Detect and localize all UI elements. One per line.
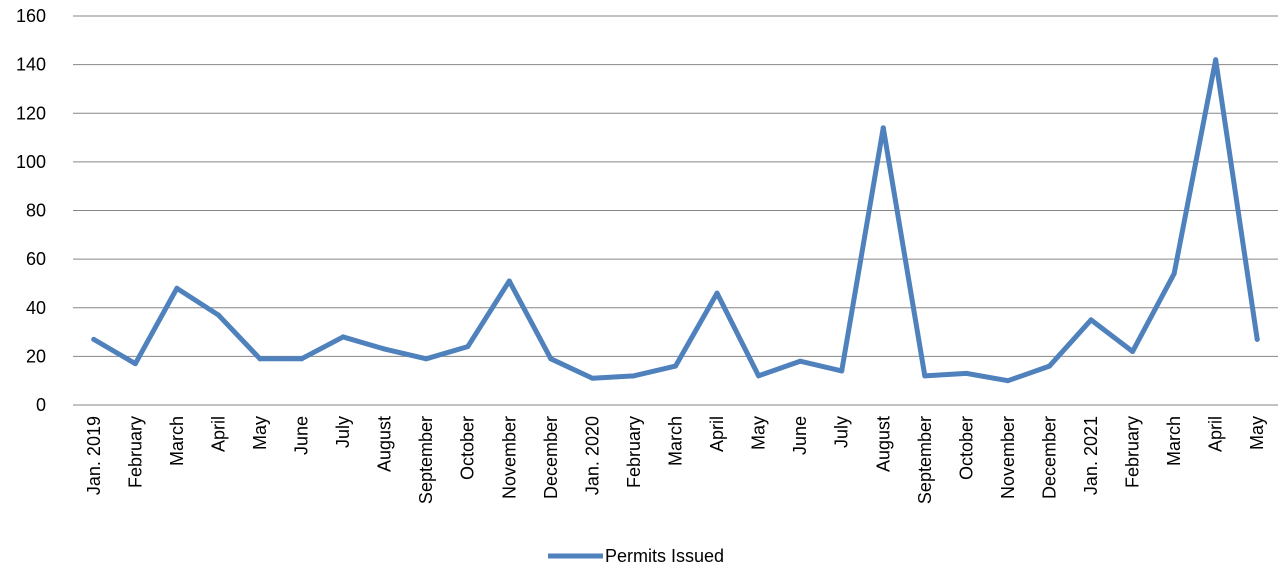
data-point	[1254, 336, 1260, 342]
data-point	[756, 373, 762, 379]
data-point	[506, 278, 512, 284]
data-point	[465, 344, 471, 350]
data-point	[1088, 317, 1094, 323]
y-tick-label: 140	[16, 55, 46, 75]
x-tick-label: December	[1039, 416, 1059, 499]
x-tick-label: May	[250, 416, 270, 450]
x-tick-label: March	[666, 416, 686, 466]
x-tick-label: April	[208, 416, 228, 452]
y-axis-tick-labels: 0 20 40 60 80 100 120 140 160	[16, 6, 46, 415]
x-tick-label: August	[375, 416, 395, 472]
data-point	[257, 356, 263, 362]
y-tick-label: 20	[26, 346, 46, 366]
x-tick-label: July	[333, 416, 353, 448]
x-tick-label: June	[292, 416, 312, 455]
x-tick-label: May	[749, 416, 769, 450]
y-tick-label: 120	[16, 103, 46, 123]
y-tick-label: 60	[26, 249, 46, 269]
series-lines	[91, 57, 1260, 384]
x-tick-label: October	[956, 416, 976, 480]
data-point	[174, 285, 180, 291]
y-tick-label: 160	[16, 6, 46, 26]
data-point	[91, 336, 97, 342]
x-tick-label: February	[1123, 416, 1143, 488]
x-tick-label: September	[915, 416, 935, 504]
x-tick-label: May	[1247, 416, 1267, 450]
data-point	[1046, 363, 1052, 369]
y-tick-label: 40	[26, 298, 46, 318]
data-point	[797, 358, 803, 364]
x-tick-label: September	[416, 416, 436, 504]
data-point	[922, 373, 928, 379]
data-point	[299, 356, 305, 362]
series-line-permits-issued	[91, 57, 1260, 384]
x-tick-label: April	[1206, 416, 1226, 452]
data-point	[963, 370, 969, 376]
data-point	[1213, 57, 1219, 63]
x-axis-tick-labels: Jan. 2019 February March April May June July Au…	[84, 416, 1267, 504]
y-tick-label: 100	[16, 152, 46, 172]
x-tick-label: March	[1164, 416, 1184, 466]
data-point	[589, 375, 595, 381]
x-tick-label: February	[624, 416, 644, 488]
y-tick-label: 80	[26, 201, 46, 221]
data-point	[631, 373, 637, 379]
x-tick-label: August	[873, 416, 893, 472]
legend-label-permits-issued: Permits Issued	[605, 546, 724, 566]
legend: Permits Issued	[548, 546, 724, 566]
x-tick-label: Jan. 2020	[582, 416, 602, 495]
x-tick-label: April	[707, 416, 727, 452]
x-tick-label: December	[541, 416, 561, 499]
data-point	[132, 361, 138, 367]
data-point	[839, 368, 845, 374]
x-tick-label: March	[167, 416, 187, 466]
data-point	[340, 334, 346, 340]
y-tick-label: 0	[36, 395, 46, 415]
x-tick-label: October	[458, 416, 478, 480]
gridlines	[73, 15, 1278, 406]
data-point	[548, 356, 554, 362]
x-tick-label: July	[832, 416, 852, 448]
data-point	[1005, 378, 1011, 384]
x-tick-label: November	[998, 416, 1018, 499]
data-point	[880, 125, 886, 131]
data-point	[714, 290, 720, 296]
x-tick-label: November	[499, 416, 519, 499]
data-point	[423, 356, 429, 362]
data-point	[1130, 349, 1136, 355]
x-tick-label: June	[790, 416, 810, 455]
data-point	[215, 312, 221, 318]
data-point	[673, 363, 678, 369]
x-tick-label: Jan. 2019	[84, 416, 104, 495]
x-tick-label: Jan. 2021	[1081, 416, 1101, 495]
data-point	[382, 346, 388, 352]
data-point	[1171, 271, 1177, 277]
x-tick-label: February	[125, 416, 145, 488]
